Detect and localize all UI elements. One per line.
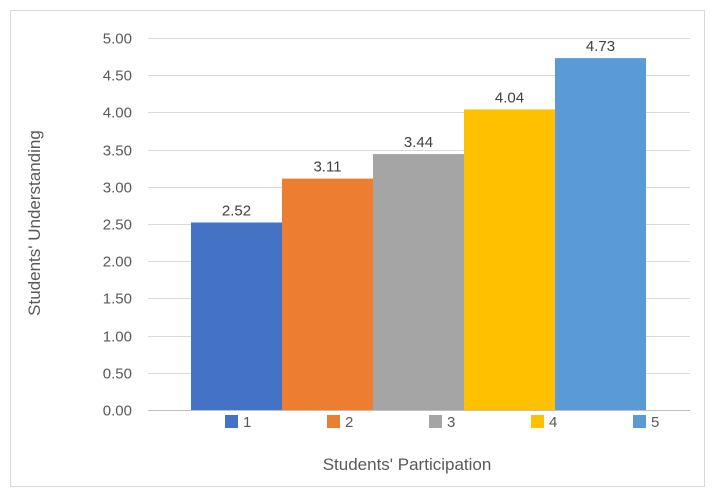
y-axis-title: Students' Understanding: [25, 130, 44, 316]
legend-label: 3: [447, 414, 455, 431]
bar-3: [373, 154, 464, 410]
y-tick-label: 5.00: [103, 31, 132, 48]
data-label: 3.44: [404, 134, 433, 151]
legend-label: 5: [651, 414, 659, 431]
data-label: 4.73: [586, 38, 615, 55]
legend: 1 2 3 4 5: [225, 414, 659, 431]
y-tick-label: 4.00: [103, 105, 132, 122]
y-tick-label: 3.50: [103, 143, 132, 160]
legend-label: 4: [549, 414, 557, 431]
legend-swatch: [633, 415, 646, 428]
y-tick-label: 2.50: [103, 217, 132, 234]
y-tick-label: 3.00: [103, 180, 132, 197]
y-tick-label: 0.50: [103, 366, 132, 383]
bar-5: [555, 58, 646, 410]
bar-4: [464, 109, 555, 410]
legend-swatch: [327, 415, 340, 428]
data-label: 2.52: [222, 203, 251, 220]
chart-border: [10, 10, 705, 487]
bar-2: [282, 178, 373, 410]
y-tick-label: 1.50: [103, 291, 132, 308]
x-axis-title: Students' Participation: [323, 455, 492, 474]
legend-label: 1: [243, 414, 251, 431]
y-tick-label: 2.00: [103, 254, 132, 271]
data-label: 4.04: [495, 89, 524, 106]
data-labels: 2.52 3.11 3.44 4.04 4.73: [222, 38, 615, 219]
legend-swatch: [429, 415, 442, 428]
bar-1: [191, 222, 282, 410]
legend-label: 2: [345, 414, 353, 431]
legend-swatch: [531, 415, 544, 428]
data-label: 3.11: [313, 159, 341, 176]
y-tick-label: 1.00: [103, 329, 132, 346]
y-tick-label: 4.50: [103, 68, 132, 85]
y-tick-labels: 0.00 0.50 1.00 1.50 2.00 2.50 3.00 3.50 4.00 4.50…: [103, 31, 132, 420]
legend-swatch: [225, 415, 238, 428]
y-tick-label: 0.00: [103, 403, 132, 420]
bars: [191, 58, 646, 410]
